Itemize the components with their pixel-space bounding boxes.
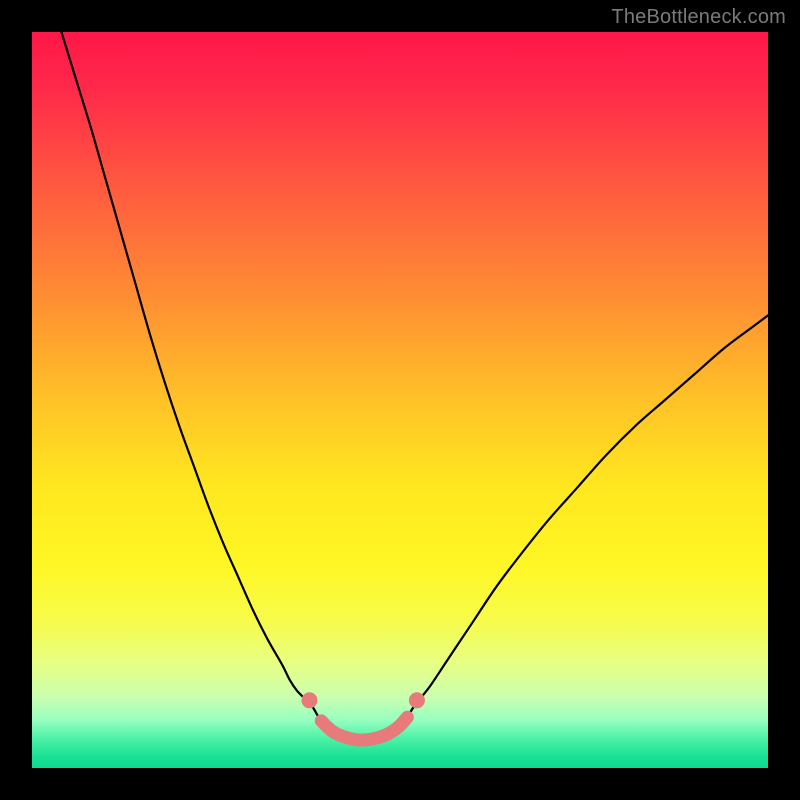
plot-area: [32, 32, 768, 768]
chart-background: [32, 32, 768, 768]
chart-svg: [32, 32, 768, 768]
optimal-endpoint-marker: [409, 692, 425, 708]
optimal-endpoint-marker: [301, 692, 317, 708]
plot-frame: [32, 32, 768, 768]
watermark-text: TheBottleneck.com: [611, 6, 786, 29]
